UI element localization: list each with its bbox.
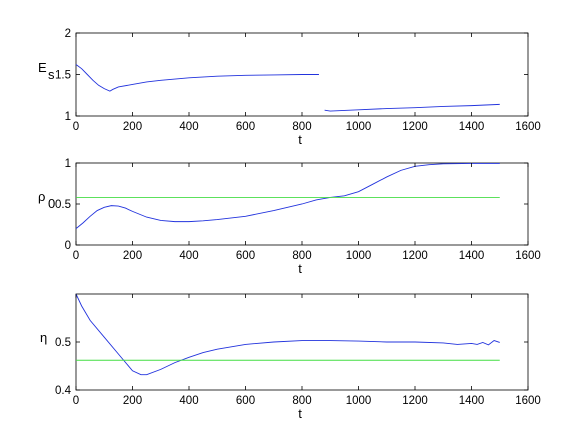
x-tick-label: 1200	[402, 250, 428, 262]
x-tick-label: 1400	[459, 121, 485, 133]
panel-energy: 0 200 400 600 800 1000 1200 1400 1600 1 1.5 2 t E s	[38, 28, 541, 147]
x-tick-label: 0	[73, 250, 79, 262]
x-tick-label: 1000	[346, 121, 372, 133]
x-tick-label: 1400	[459, 395, 485, 407]
series-line	[75, 64, 319, 92]
x-tick-label: 200	[123, 121, 142, 133]
x-tick-label: 1600	[515, 250, 541, 262]
y-tick-label: 0.4	[55, 385, 72, 397]
x-tick-label: 600	[236, 250, 255, 262]
x-tick-label: 1200	[402, 395, 428, 407]
y-tick-label: 2	[65, 28, 71, 40]
x-tick-label: 200	[123, 250, 142, 262]
y-tick-label: 0.5	[55, 337, 71, 349]
x-tick-label: 1000	[346, 250, 372, 262]
y-tick-label: 1	[65, 158, 71, 170]
series-line	[75, 162, 500, 229]
x-tick-label: 1600	[515, 121, 541, 133]
y-axis-label-subscript: s	[48, 67, 55, 82]
x-tick-label: 400	[179, 250, 198, 262]
series-line	[75, 293, 500, 376]
y-axis-label: E	[38, 60, 47, 75]
y-tick-label: 1	[65, 111, 71, 123]
x-tick-label: 800	[292, 250, 311, 262]
x-tick-label: 200	[123, 395, 142, 407]
y-tick-label: 0.5	[55, 199, 71, 211]
x-tick-label: 1000	[346, 395, 372, 407]
x-tick-label: 800	[292, 121, 311, 133]
x-tick-label: 0	[73, 121, 79, 133]
x-tick-label: 800	[292, 395, 311, 407]
y-axis-label-subscript: 0	[48, 196, 55, 211]
x-axis-label: t	[298, 406, 302, 421]
x-axis-label: t	[298, 132, 302, 147]
x-tick-label: 1600	[515, 395, 541, 407]
x-tick-label: 400	[179, 395, 198, 407]
y-axis-label: η	[40, 330, 47, 345]
x-tick-label: 600	[236, 121, 255, 133]
series-line	[324, 103, 500, 112]
x-tick-label: 600	[236, 395, 255, 407]
x-tick-label: 400	[179, 121, 198, 133]
x-axis-label: t	[298, 261, 302, 276]
y-tick-label: 1.5	[55, 70, 71, 82]
y-tick-label: 0	[65, 240, 71, 252]
x-tick-label: 0	[73, 395, 79, 407]
panel-eta: 0 200 400 600 800 1000 1200 1400 1600 0.4 0.5 t η	[40, 293, 541, 421]
x-tick-label: 1200	[402, 121, 428, 133]
plot-frame	[75, 293, 529, 391]
x-tick-label: 1400	[459, 250, 485, 262]
y-axis-label: ρ	[38, 189, 45, 204]
